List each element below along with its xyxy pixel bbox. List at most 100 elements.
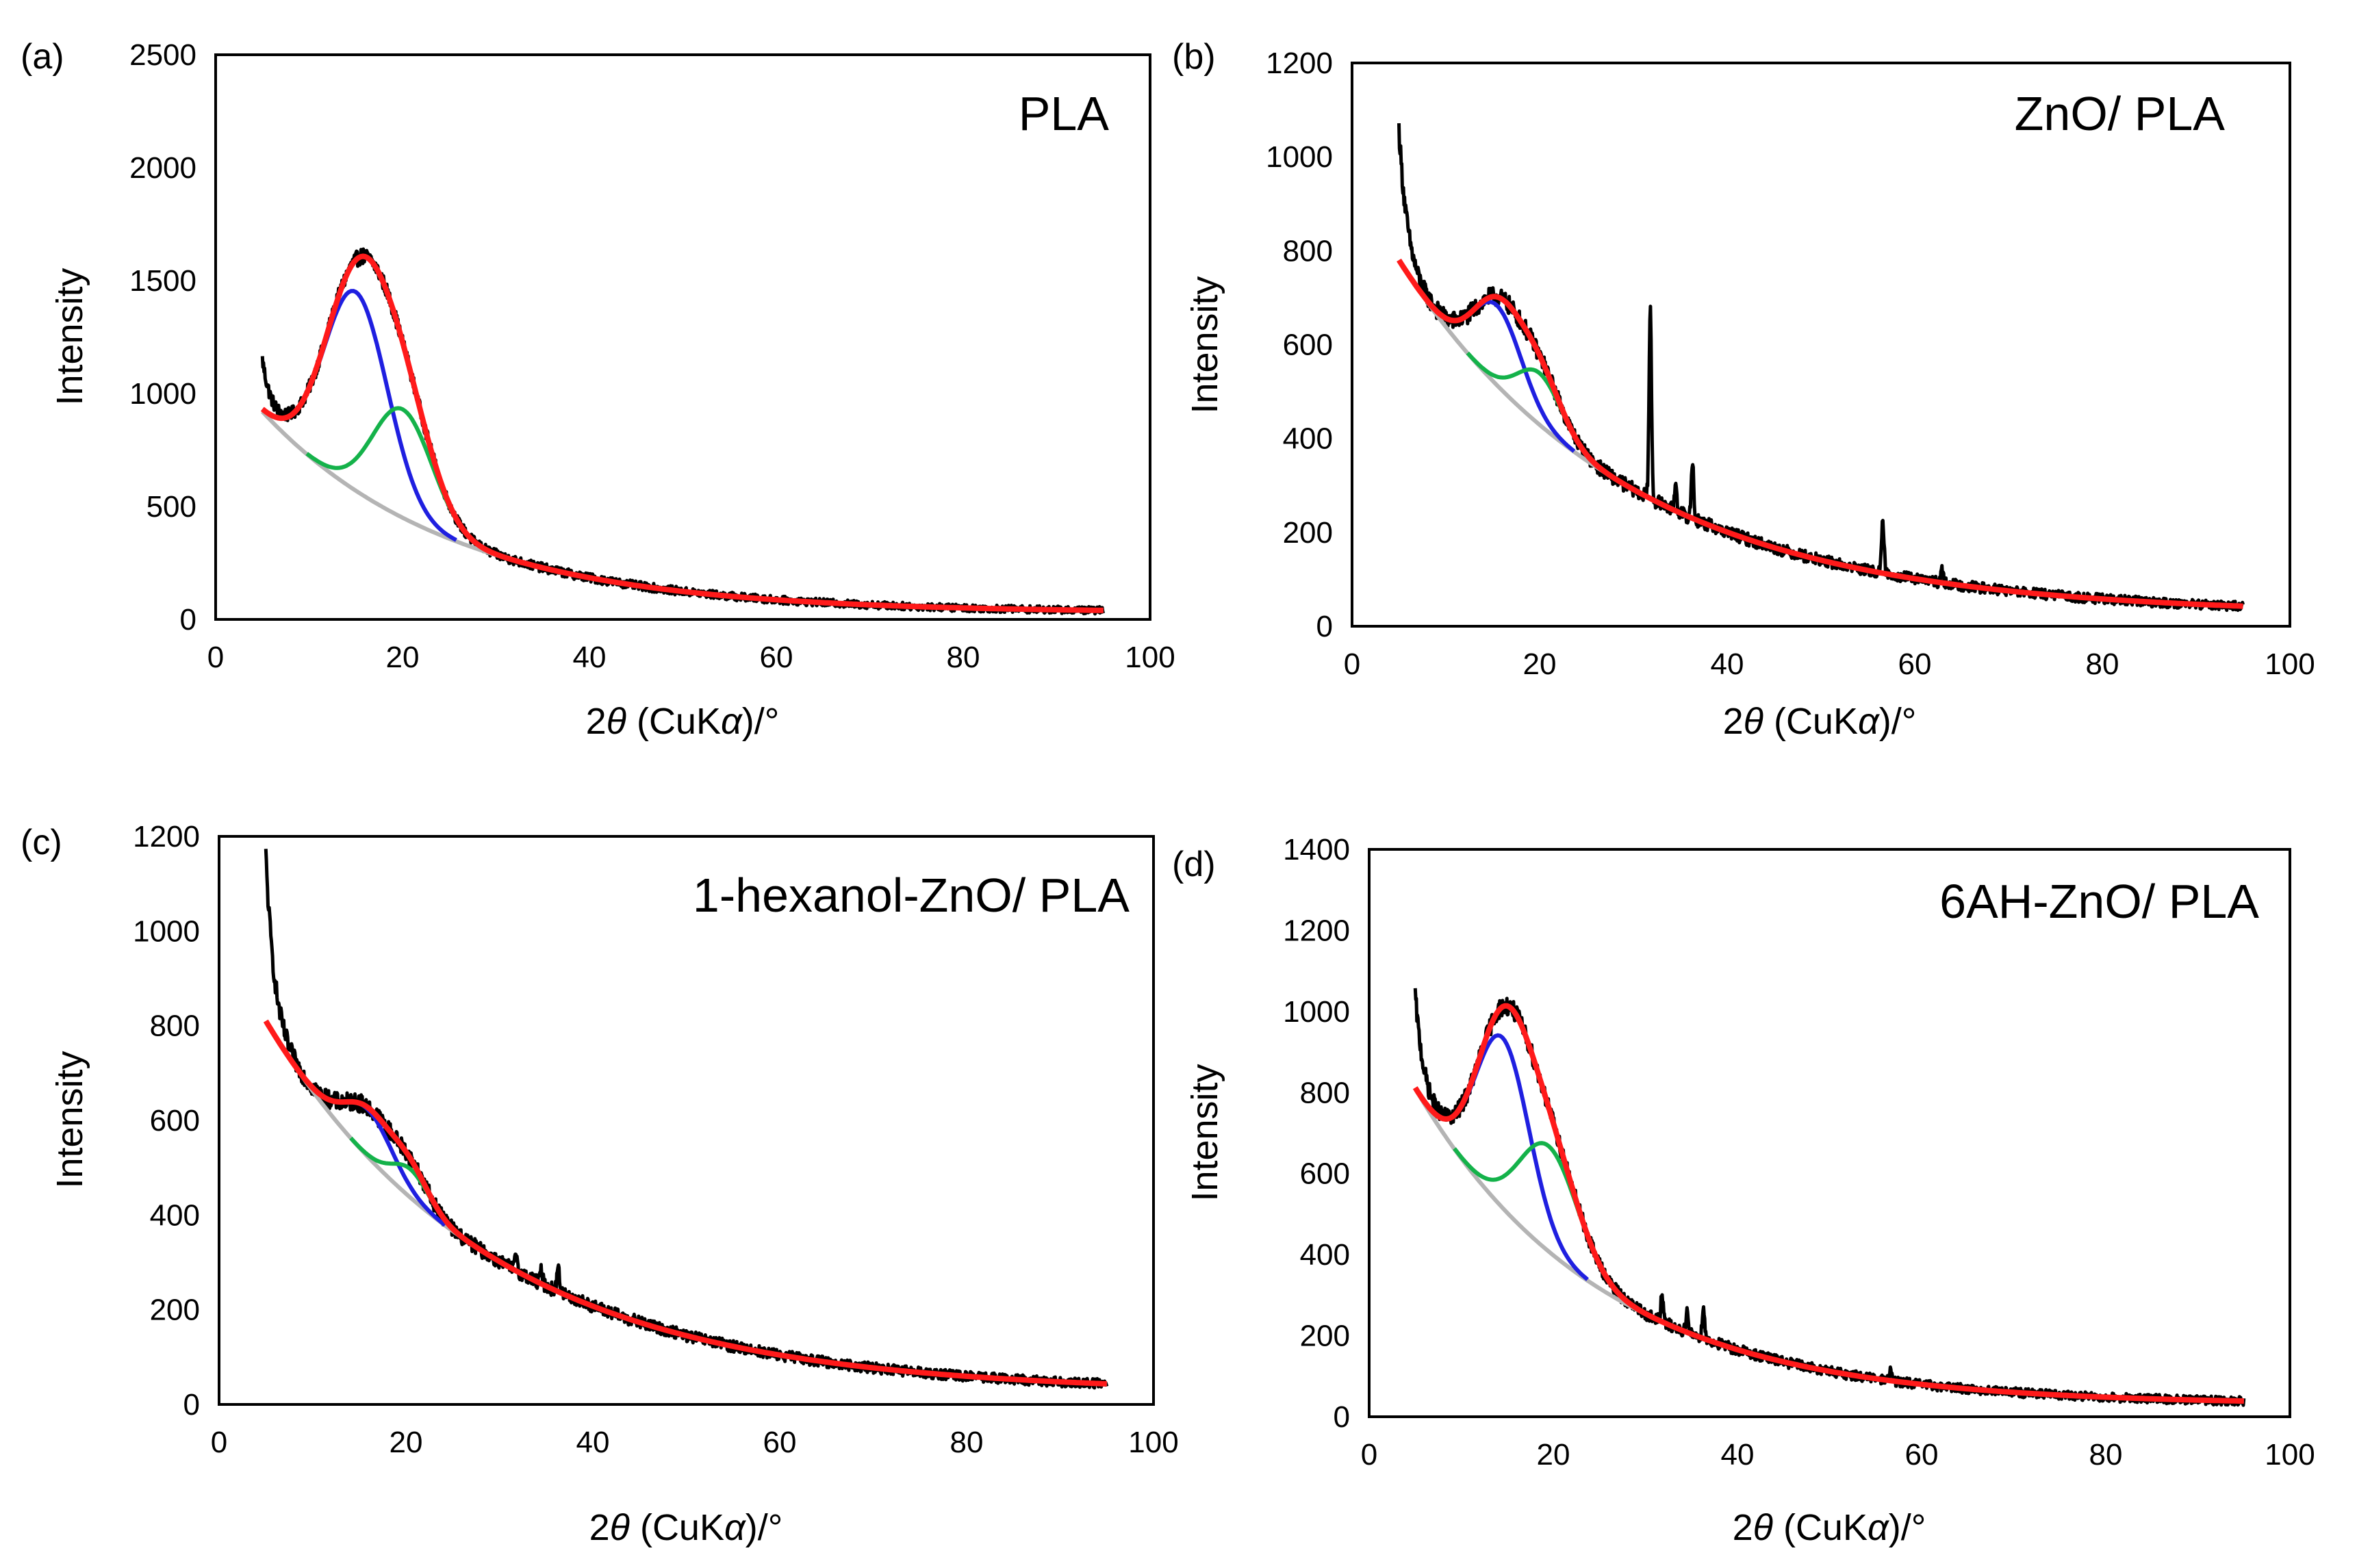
panel-b-sample-name: ZnO/ PLA [2015,87,2226,140]
panel-b-fitted-curve [1397,258,2244,609]
panel-d-y-tick-label: 400 [1300,1238,1350,1272]
panel-d-y-tick-label: 1000 [1283,995,1350,1029]
panel-d-y-axis-label: Intensity [1184,1064,1225,1201]
panel-b-x-tick-label: 20 [1523,647,1557,681]
x-label-middle: (CuK [1773,1507,1868,1548]
panel-a-sample-name: PLA [1019,87,1110,140]
panel-c-x-axis-label: 2θ (CuKα)/° [589,1507,783,1548]
panel-c-y-tick-label: 800 [150,1010,200,1043]
panel-c-x-tick-label: 0 [211,1426,227,1459]
panel-c-x-ticks: 0 20 40 60 80 100 [211,1426,1179,1459]
x-label-theta: θ [607,701,626,742]
panel-a-x-tick-label: 60 [760,641,793,674]
panel-c-y-ticks: 0 200 400 600 800 1000 1200 [133,820,200,1422]
x-label-middle: (CuK [630,1507,724,1548]
panel-c-y-tick-label: 400 [150,1198,200,1232]
panel-b-y-tick-label: 1200 [1266,47,1333,80]
panel-a-y-tick-label: 500 [146,490,196,524]
panel-c-fitted-curve [263,1019,1108,1387]
panel-c-y-tick-label: 0 [183,1388,200,1422]
panel-d-x-axis-label: 2θ (CuKα)/° [1733,1507,1926,1548]
panel-c: (c) 0 200 400 600 800 1000 1200 0 20 40 60 80 100 1… [21,820,1179,1548]
panel-b-x-axis-label: 2θ (CuKα)/° [1723,701,1917,742]
panel-c-x-tick-label: 20 [390,1426,423,1459]
panel-a-x-axis-label: 2θ (CuKα)/° [586,701,780,742]
panel-a-fitted-curve [260,253,1104,613]
panel-a-series [260,247,1106,616]
panel-c-y-tick-label: 1000 [133,914,200,948]
panel-d-y-tick-label: 200 [1300,1320,1350,1353]
x-label-suffix: )/° [746,1507,783,1548]
panel-d-letter: (d) [1172,845,1216,884]
panel-d-fitted-curve [1412,1003,2245,1404]
panel-d-y-tick-label: 1200 [1283,914,1350,947]
panel-a: (a) 0 500 1000 1500 2000 2500 0 20 40 60 80 100 PL… [21,37,1175,742]
panel-d-x-tick-label: 20 [1537,1438,1570,1471]
x-label-prefix: 2 [589,1507,610,1548]
panel-a-plot-area [214,53,1151,621]
panel-a-y-tick-label: 0 [180,603,196,637]
x-label-alpha: α [724,1507,747,1548]
panel-b-x-ticks: 0 20 40 60 80 100 [1344,647,2315,681]
x-label-alpha: α [1868,1507,1890,1548]
panel-d-x-tick-label: 100 [2265,1438,2315,1471]
panel-c-y-tick-label: 200 [150,1294,200,1327]
panel-c-x-tick-label: 80 [950,1426,984,1459]
panel-c-sample-name: 1-hexanol-ZnO/ PLA [693,869,1130,922]
x-label-alpha: α [1858,701,1881,742]
panel-a-y-tick-label: 2000 [129,151,196,185]
x-label-suffix: )/° [1889,1507,1926,1548]
x-label-suffix: )/° [1879,701,1917,742]
panel-b-series [1397,123,2245,613]
panel-d-y-tick-label: 600 [1300,1157,1350,1191]
panel-a-y-tick-label: 2500 [129,38,196,72]
panel-b-y-axis-label: Intensity [1184,276,1225,413]
panel-b-x-tick-label: 60 [1898,647,1932,681]
panel-d-x-tick-label: 80 [2089,1438,2123,1471]
x-label-middle: (CuK [626,701,721,742]
panel-c-x-tick-label: 40 [576,1426,610,1459]
panel-d-x-tick-label: 0 [1361,1438,1377,1471]
panel-a-letter: (a) [21,37,64,77]
panel-d: (d) 0 200 400 600 800 1000 1200 1400 0 20 40 60 80 1… [1172,833,2315,1548]
x-label-middle: (CuK [1763,701,1858,742]
panel-b-x-tick-label: 80 [2086,647,2119,681]
panel-b-x-tick-label: 100 [2265,647,2315,681]
panel-b-y-tick-label: 200 [1283,516,1333,550]
x-label-suffix: )/° [742,701,780,742]
panel-b-letter: (b) [1172,37,1216,77]
panel-a-y-tick-label: 1500 [129,264,196,298]
x-label-theta: θ [1744,701,1763,742]
panel-a-y-axis-label: Intensity [49,268,90,405]
panel-d-plot-area [1368,848,2291,1418]
panel-c-y-tick-label: 1200 [133,820,200,853]
x-label-prefix: 2 [1733,1507,1753,1548]
panel-d-y-tick-label: 1400 [1283,833,1350,866]
panel-b: (b) 0 200 400 600 800 1000 1200 0 20 40 60 80 100 Z… [1172,37,2315,742]
panel-a-x-tick-label: 40 [573,641,607,674]
panel-b-x-tick-label: 40 [1711,647,1744,681]
panel-c-measured-pattern [264,849,1109,1390]
panel-c-series [263,849,1109,1390]
panel-a-x-ticks: 0 20 40 60 80 100 [207,641,1175,674]
panel-a-x-tick-label: 100 [1125,641,1175,674]
x-label-theta: θ [610,1507,630,1548]
panel-b-y-tick-label: 800 [1283,234,1333,268]
panel-b-y-tick-label: 600 [1283,329,1333,362]
panel-c-letter: (c) [21,823,62,862]
panel-b-y-tick-label: 1000 [1266,140,1333,174]
panel-b-y-tick-label: 400 [1283,422,1333,456]
panel-a-y-ticks: 0 500 1000 1500 2000 2500 [129,38,196,637]
panel-d-y-ticks: 0 200 400 600 800 1000 1200 1400 [1283,833,1350,1434]
panel-a-x-tick-label: 0 [207,641,224,674]
panel-d-series [1412,988,2246,1407]
panel-a-y-tick-label: 1000 [129,377,196,411]
panel-d-x-tick-label: 40 [1721,1438,1755,1471]
panel-b-x-tick-label: 0 [1344,647,1360,681]
panel-d-x-ticks: 0 20 40 60 80 100 [1361,1438,2315,1471]
panel-c-y-axis-label: Intensity [49,1051,90,1188]
x-label-prefix: 2 [586,701,607,742]
x-label-alpha: α [721,701,743,742]
panel-c-x-tick-label: 100 [1128,1426,1178,1459]
